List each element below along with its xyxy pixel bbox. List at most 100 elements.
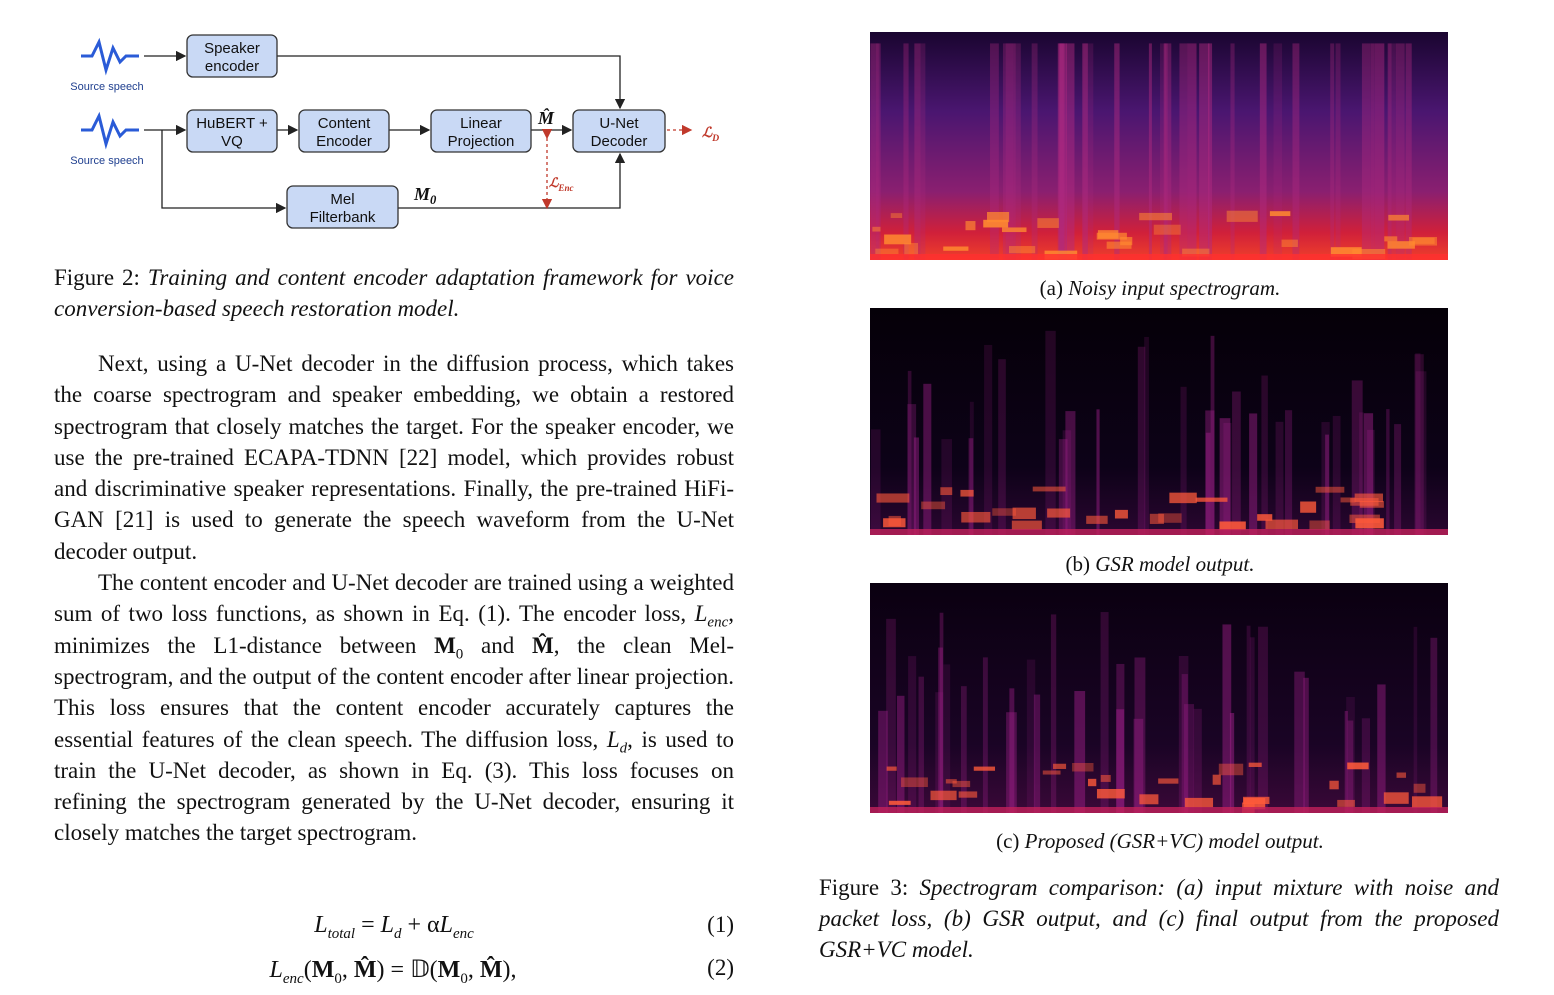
formant [1002, 227, 1027, 233]
paragraph: The content encoder and U-Net decoder ar… [54, 567, 734, 849]
text-run: , is used to train the U-Net decoder, as… [54, 726, 735, 846]
subfigure-label: (a) [1039, 276, 1063, 300]
spectral-streak [1164, 43, 1172, 260]
text-run: , [467, 957, 480, 983]
spectral-streak [1292, 43, 1300, 260]
formant [983, 219, 1009, 228]
spectral-streak [886, 618, 896, 813]
figure-2-diagram: Speaker encoder HuBERT + VQ Content Encoder Li… [70, 34, 719, 229]
formant [1388, 214, 1410, 221]
node-box [430, 109, 532, 153]
text-run: , the clean Mel-spectrogram, and the out… [54, 632, 735, 752]
node-label: Mel Filterbank [310, 191, 376, 226]
formant [945, 779, 957, 784]
spectral-streak [982, 657, 988, 813]
spectral-streak [1199, 43, 1210, 260]
spectral-streak [1388, 43, 1392, 260]
formant [1329, 780, 1339, 790]
text-run: , minimizes the L1-distance between [54, 601, 734, 658]
spectral-streak [1219, 418, 1231, 535]
equation-number: (1) [707, 912, 734, 937]
text-run: + α [401, 912, 440, 938]
math-sub: enc [282, 970, 304, 987]
formant [876, 493, 910, 503]
text-run: and [463, 632, 532, 658]
node-label: Content Encoder [316, 115, 372, 150]
spectral-streak [1394, 424, 1402, 535]
formant [1384, 236, 1398, 242]
math-sub: enc [707, 614, 729, 631]
node-label: HuBERT + VQ [196, 115, 268, 150]
formant [1269, 211, 1291, 217]
spectral-streak [1259, 43, 1267, 260]
spectral-streak [1160, 43, 1167, 260]
formant [1047, 508, 1071, 518]
caption-text: Spectrogram comparison: (a) input mixtur… [819, 875, 1499, 962]
math-bold: M̂ [532, 632, 554, 658]
math-var: L [380, 912, 394, 938]
formant [1257, 514, 1273, 521]
spectral-streak [1058, 43, 1065, 260]
formant [1309, 520, 1330, 530]
formant [1097, 230, 1119, 239]
text-run: , [341, 957, 354, 983]
formant [1248, 762, 1262, 767]
spectral-streak [968, 438, 974, 535]
text-run: Next, using a U-Net decoder in the diffu… [54, 351, 734, 564]
spectral-streak [1066, 43, 1075, 260]
spectral-streak [1359, 412, 1364, 535]
spectral-streak [1222, 624, 1232, 813]
spectral-streak [914, 43, 926, 260]
formant [1315, 486, 1345, 493]
math-var: L [439, 912, 453, 938]
low-band [870, 529, 1448, 535]
subfigure-label: (c) [996, 829, 1020, 853]
formant [1212, 774, 1221, 785]
spectral-streak [1082, 43, 1088, 260]
spectral-streak [1374, 43, 1385, 260]
spectral-streak [1205, 410, 1215, 535]
formant [1411, 796, 1443, 808]
formant [1340, 497, 1356, 503]
spectral-streak [1009, 688, 1015, 813]
spectral-streak [1006, 712, 1017, 813]
subfigure-caption: (b) GSR model output. [870, 552, 1450, 577]
spectral-streak [1005, 43, 1016, 260]
symbol-sub: 0 [430, 193, 437, 207]
spectral-streak [1275, 421, 1284, 535]
formant [921, 501, 946, 510]
formant [1330, 247, 1362, 257]
paragraph: Next, using a U-Net decoder in the diffu… [54, 348, 734, 567]
formant [1158, 778, 1179, 784]
formant [872, 226, 881, 232]
spectral-streak [1387, 43, 1397, 260]
formant [1032, 486, 1066, 492]
spectrogram-bg [870, 583, 1448, 813]
formant [943, 246, 969, 251]
spectral-streak [1083, 43, 1094, 260]
spectral-streak [1178, 655, 1189, 813]
math-var: L [694, 601, 708, 627]
node-label: Linear Projection [448, 115, 515, 150]
spectral-streak [1057, 43, 1067, 260]
formant [973, 766, 996, 771]
figure-2-caption: Figure 2: Training and content encoder a… [54, 262, 734, 324]
spectral-streak [1026, 659, 1036, 813]
math-var: L [606, 726, 620, 752]
formant [1086, 515, 1108, 524]
spectral-streak [907, 370, 912, 535]
formant [884, 234, 912, 245]
equation: Ltotal = Ld + αLenc [144, 912, 644, 941]
subfigure-caption: (c) Proposed (GSR+VC) model output. [870, 829, 1450, 854]
spectral-streak [1294, 671, 1305, 813]
symbol-sub: D [711, 133, 719, 144]
spectral-streak [1059, 43, 1067, 260]
formant [1158, 513, 1182, 523]
spectral-streak [935, 692, 944, 813]
diagram-symbol: M̂ [537, 108, 555, 128]
formant [1408, 237, 1437, 246]
formant [1396, 772, 1407, 778]
text-run: = [355, 912, 381, 938]
formant [886, 766, 897, 771]
spectral-streak [1062, 430, 1072, 535]
